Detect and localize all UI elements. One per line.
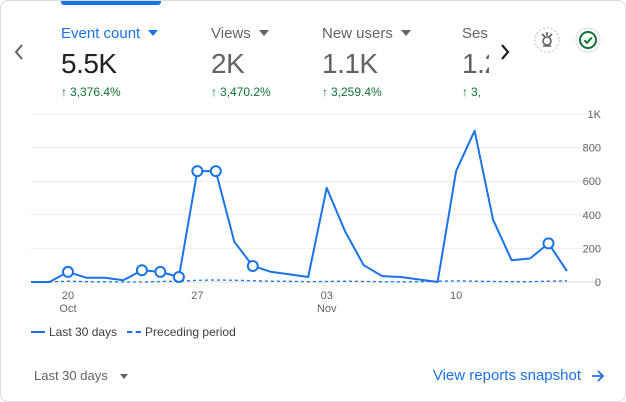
metric-tabs: Event count 5.5K ↑ 3,376.4% Views 2K ↑ 3,4… (49, 1, 489, 109)
data-point-marker (542, 237, 555, 250)
x-tick-label: 20 (62, 290, 74, 302)
date-range-dropdown[interactable]: Last 30 days (34, 368, 128, 383)
legend-swatch-dashed (127, 331, 142, 333)
x-tick-sublabel: Nov (317, 303, 337, 315)
x-tick-label: 10 (450, 290, 462, 302)
tab-change: ↑ 3,470.2% (211, 85, 271, 99)
caret-down-icon (119, 374, 128, 380)
tab-label: Views (211, 25, 269, 42)
data-point-marker (135, 264, 148, 277)
tab-label: Event count (61, 25, 159, 42)
check-circle-icon[interactable] (575, 27, 601, 53)
x-tick-sublabel: Oct (59, 303, 76, 315)
x-tick-label: 27 (191, 290, 203, 302)
tab-change: ↑ 3,259.4% (322, 85, 382, 99)
data-point-marker (172, 270, 185, 283)
y-tick-label: 400 (583, 210, 601, 222)
y-tick-label: 800 (583, 143, 601, 155)
y-tick-label: 0 (595, 277, 601, 289)
data-point-marker (191, 165, 204, 178)
caret-down-icon[interactable] (148, 30, 159, 37)
data-point-marker (209, 165, 222, 178)
tab-change: ↑ 3,376.4% (61, 85, 121, 99)
caret-down-icon[interactable] (400, 30, 411, 37)
legend-swatch-solid (31, 331, 45, 333)
tab-value: 2K (211, 48, 245, 79)
data-point-marker (154, 265, 167, 278)
arrow-up-icon: ↑ (322, 85, 328, 99)
y-tick-label: 600 (583, 176, 601, 188)
series-line-last-30-days (31, 129, 568, 283)
tab-value: 1.2 (462, 48, 489, 79)
arrow-up-icon: ↑ (211, 85, 217, 99)
x-tick-label: 03 (321, 290, 333, 302)
arrow-up-icon: ↑ (61, 85, 67, 99)
caret-down-icon[interactable] (258, 30, 269, 37)
legend-item-current: Last 30 days (31, 325, 117, 339)
y-tick-label: 1K (588, 109, 602, 121)
chevron-left-icon[interactable] (12, 43, 26, 61)
arrow-up-icon: ↑ (462, 85, 468, 99)
active-tab-indicator (61, 1, 161, 5)
y-tick-label: 200 (583, 243, 601, 255)
view-reports-snapshot-link[interactable]: View reports snapshot (433, 367, 605, 384)
legend-item-previous: Preceding period (127, 325, 236, 339)
chevron-right-icon[interactable] (498, 43, 512, 61)
insights-icon[interactable] (534, 27, 560, 53)
tab-value: 1.1K (322, 48, 378, 79)
tab-value: 5.5K (61, 48, 117, 79)
chart-legend: Last 30 days Preceding period (31, 325, 246, 339)
data-point-marker (61, 265, 74, 278)
tab-label: New users (322, 25, 411, 42)
series-line-preceding-period (31, 279, 568, 283)
tab-label: Ses (462, 25, 488, 42)
arrow-right-icon (592, 369, 605, 382)
tab-change: ↑ 3, (462, 85, 482, 99)
data-point-marker (246, 260, 259, 273)
